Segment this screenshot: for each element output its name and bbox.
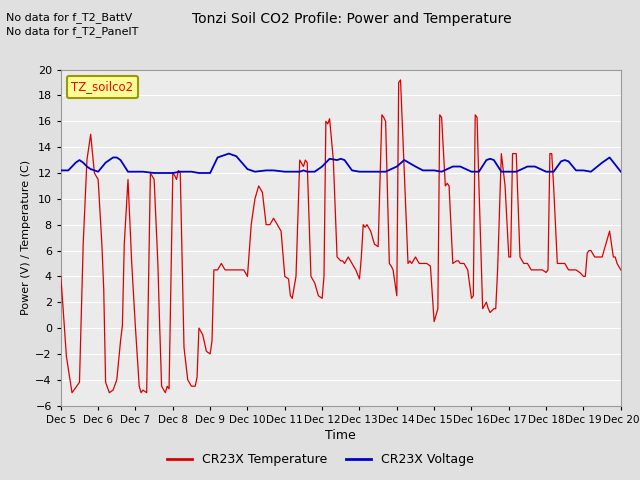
Y-axis label: Power (V) / Temperature (C): Power (V) / Temperature (C)	[21, 160, 31, 315]
Legend: TZ_soilco2: TZ_soilco2	[67, 75, 138, 98]
Text: No data for f_T2_PanelT: No data for f_T2_PanelT	[6, 26, 139, 37]
Legend: CR23X Temperature, CR23X Voltage: CR23X Temperature, CR23X Voltage	[161, 448, 479, 471]
Text: Tonzi Soil CO2 Profile: Power and Temperature: Tonzi Soil CO2 Profile: Power and Temper…	[192, 12, 512, 26]
Text: No data for f_T2_BattV: No data for f_T2_BattV	[6, 12, 132, 23]
X-axis label: Time: Time	[325, 429, 356, 442]
